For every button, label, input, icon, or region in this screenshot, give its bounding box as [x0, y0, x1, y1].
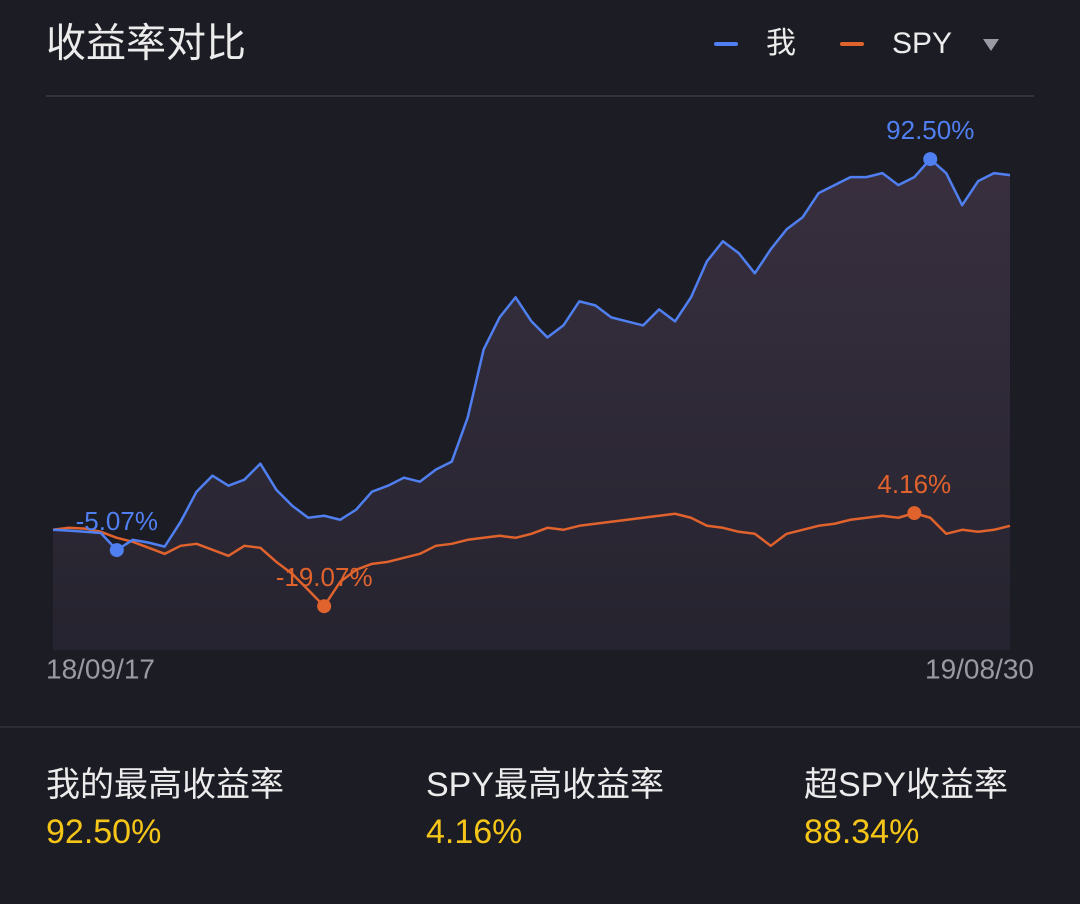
series-line	[52, 511, 1011, 608]
summary-label: SPY最高收益率	[426, 766, 664, 804]
x-tick-label: 18/09/17	[46, 653, 155, 684]
summary-value: 88.34%	[804, 813, 919, 851]
chart-title: 收益率对比	[46, 22, 246, 66]
summary-label: 超SPY收益率	[804, 766, 1008, 804]
data-label: -19.07%	[276, 562, 373, 592]
x-tick-label: 19/08/30	[925, 653, 1034, 684]
summary: 我的最高收益率 92.50% SPY最高收益率 4.16% 超SPY收益率 88.34%	[46, 766, 1008, 851]
legend: 我 SPY	[714, 27, 952, 60]
legend-label: 我	[766, 27, 796, 60]
summary-value: 4.16%	[426, 813, 522, 851]
dropdown-toggle[interactable]	[983, 39, 999, 51]
data-point	[317, 599, 332, 614]
summary-label: 我的最高收益率	[46, 766, 284, 804]
data-label: 92.50%	[886, 115, 974, 145]
data-point	[109, 543, 124, 558]
data-point	[923, 152, 938, 167]
summary-value: 92.50%	[46, 813, 161, 851]
legend-label: SPY	[892, 27, 952, 60]
data-label: 4.16%	[877, 469, 951, 499]
area-fill	[53, 159, 1010, 651]
series-line	[52, 157, 1011, 552]
data-point	[907, 506, 922, 521]
plot: 18/09/17 19/08/30 -5.07% 92.50% -19.07% 4.16%	[46, 115, 1034, 684]
data-label: -5.07%	[76, 506, 158, 536]
